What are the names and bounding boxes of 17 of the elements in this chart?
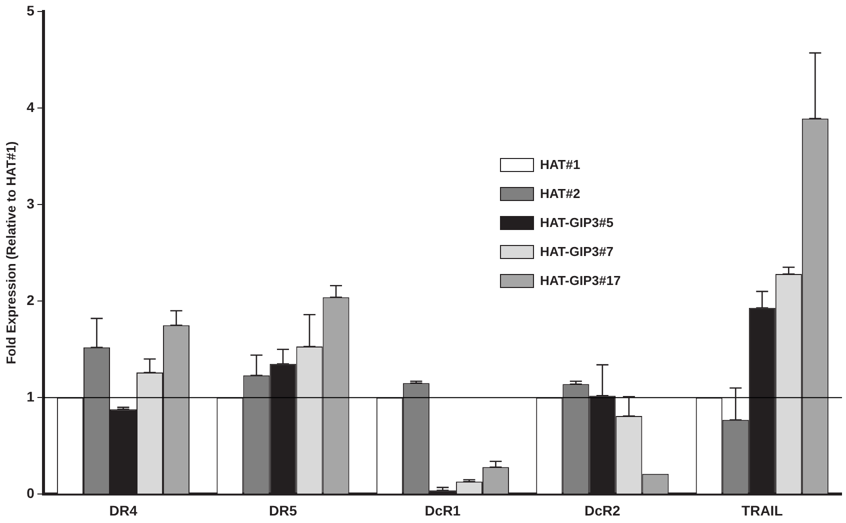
legend-label: HAT-GIP3#17 xyxy=(540,273,621,288)
y-tick-label: 2 xyxy=(26,292,35,308)
x-tick-label: DR4 xyxy=(109,502,138,518)
y-tick-label: 3 xyxy=(26,195,35,212)
x-tick-label: TRAIL xyxy=(742,502,784,518)
y-tick-label: 0 xyxy=(26,485,35,502)
x-tick-label: DcR2 xyxy=(584,502,621,518)
legend-label: HAT#1 xyxy=(540,157,580,172)
legend-label: HAT-GIP3#7 xyxy=(540,244,614,259)
y-axis-title: Fold Expression (Relative to HAT#1) xyxy=(3,141,18,364)
legend-label: HAT-GIP3#5 xyxy=(540,215,614,230)
y-tick-label: 4 xyxy=(26,98,35,115)
x-tick-label: DcR1 xyxy=(424,502,461,518)
legend-label: HAT#2 xyxy=(540,186,580,201)
x-tick-label: DR5 xyxy=(268,502,298,518)
y-tick-label: 5 xyxy=(26,2,35,18)
y-tick-label: 1 xyxy=(26,388,35,404)
